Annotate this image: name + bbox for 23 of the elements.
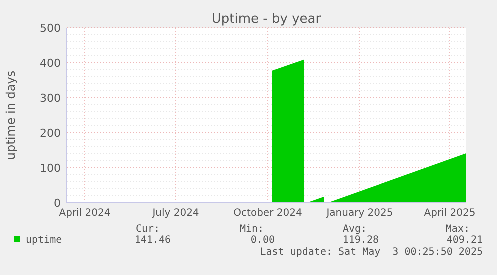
text: Min: bbox=[240, 224, 264, 235]
text: Cur: bbox=[136, 224, 160, 235]
text: Max: bbox=[446, 224, 470, 235]
x-tick-label: July 2024 bbox=[152, 208, 200, 219]
text: Last update: Sat May 3 00:25:50 2025 bbox=[260, 247, 483, 258]
text: 409.21 bbox=[446, 235, 483, 246]
y-tick-label: 100 bbox=[40, 162, 61, 175]
x-tick-label: January 2025 bbox=[326, 208, 394, 219]
x-tick-label: April 2025 bbox=[424, 208, 476, 219]
chart-title: Uptime - by year bbox=[212, 12, 322, 27]
y-axis-title: uptime in days bbox=[4, 70, 18, 160]
text: 141.46 bbox=[134, 235, 171, 246]
y-tick-label: 500 bbox=[40, 22, 61, 35]
legend-label: uptime bbox=[26, 235, 62, 246]
text: 0.00 bbox=[250, 235, 275, 246]
x-tick-label: October 2024 bbox=[234, 208, 302, 219]
y-tick-label: 200 bbox=[40, 127, 61, 140]
y-tick-label: 400 bbox=[40, 57, 61, 70]
y-tick-label: 0 bbox=[54, 197, 61, 210]
text: 119.28 bbox=[342, 235, 379, 246]
text: Avg: bbox=[343, 224, 368, 235]
y-tick-label: 300 bbox=[40, 92, 61, 105]
x-tick-label: April 2024 bbox=[59, 208, 111, 219]
